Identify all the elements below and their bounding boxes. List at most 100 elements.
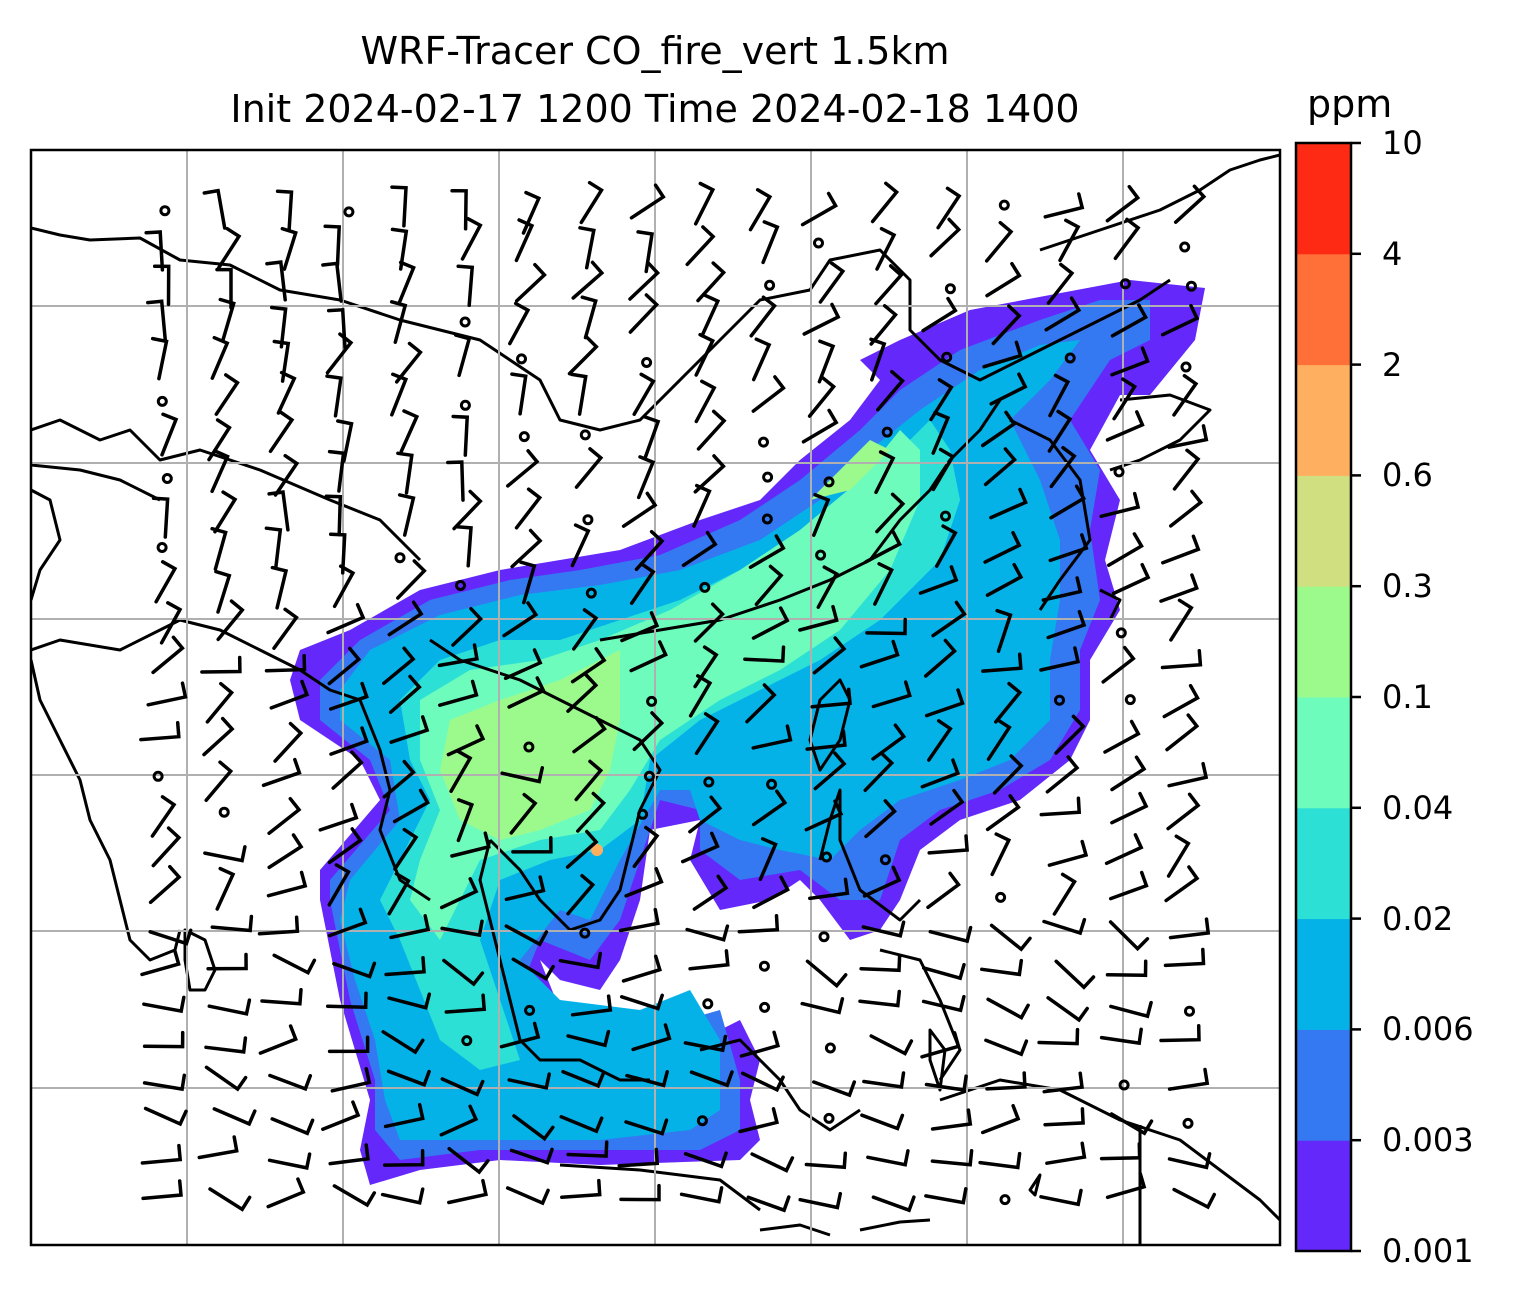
wind-barb: [1048, 373, 1071, 418]
wind-barb: [1103, 719, 1141, 754]
wind-barb: [863, 751, 895, 793]
wind-barb: [748, 534, 786, 569]
wind-barb: [326, 602, 366, 635]
wind-barb: [681, 530, 718, 568]
wind-barb: [382, 759, 416, 799]
wind-barb: [930, 1149, 974, 1167]
wind-barb: [1047, 409, 1073, 453]
wind-barb: [389, 914, 431, 940]
wind-barb: [507, 676, 546, 709]
wind-barb: [446, 460, 465, 502]
wind-barb: [918, 565, 959, 595]
colorbar-segment: [1296, 918, 1351, 1030]
wind-barb: [1099, 1142, 1142, 1161]
calm-wind-marker: [579, 927, 591, 939]
wind-barb: [321, 1100, 361, 1131]
wind-barb: [267, 796, 302, 835]
wind-barb: [619, 1183, 661, 1202]
wind-barb: [502, 601, 539, 638]
wind-barb: [643, 415, 661, 460]
wind-barb: [1160, 649, 1203, 670]
wind-barb: [632, 825, 660, 869]
wind-barb: [456, 798, 475, 843]
wind-barb: [1110, 303, 1148, 338]
colorbar-tick-label: 0.001: [1382, 1232, 1474, 1270]
wind-barb: [336, 419, 354, 463]
wind-barb: [978, 1151, 1022, 1170]
colorbar-tick-label: 0.006: [1382, 1010, 1474, 1049]
wind-barb: [1166, 834, 1191, 878]
wind-barb: [1159, 573, 1199, 603]
wind-barb: [566, 1029, 611, 1048]
wind-barb: [210, 449, 230, 494]
wind-barbs: [139, 180, 1217, 1213]
wind-barb: [864, 529, 902, 564]
wind-barb: [560, 1178, 602, 1199]
calm-wind-marker: [764, 279, 776, 291]
colorbar: [1294, 141, 1361, 1253]
wind-barb: [392, 788, 430, 824]
wind-barb: [570, 372, 588, 416]
calm-wind-marker: [815, 549, 827, 561]
calm-wind-marker: [702, 998, 714, 1010]
wind-barb: [871, 1195, 916, 1213]
calm-wind-marker: [1179, 241, 1191, 253]
wind-barb: [876, 369, 905, 412]
calm-wind-marker: [998, 199, 1010, 211]
wind-barb: [680, 831, 720, 864]
wind-barb: [208, 1187, 252, 1212]
wind-barb: [931, 447, 956, 492]
wind-barb: [1101, 645, 1136, 684]
calm-wind-marker: [759, 1001, 771, 1013]
wind-barb: [754, 564, 784, 607]
wind-barb: [388, 674, 422, 714]
wind-barb: [506, 449, 540, 488]
wind-barb: [146, 299, 167, 341]
wind-barb: [1041, 576, 1083, 602]
colorbar-tick-label: 2: [1382, 345, 1403, 384]
wind-barb: [1043, 192, 1085, 219]
wind-barb: [567, 335, 599, 376]
wind-barb: [1045, 755, 1080, 794]
wind-barb: [869, 337, 887, 382]
wind-barb: [1172, 1187, 1217, 1210]
calm-wind-marker: [1124, 694, 1136, 706]
wind-barb: [859, 639, 900, 669]
wind-barb: [1048, 533, 1089, 563]
wind-barb: [1110, 791, 1149, 825]
wind-barb: [450, 831, 491, 858]
wind-barb: [144, 230, 165, 272]
wind-barb: [215, 267, 233, 310]
wind-barb: [991, 304, 1022, 346]
wind-barb: [1049, 445, 1077, 489]
wind-barb: [985, 1071, 1027, 1091]
wind-barb: [927, 834, 969, 855]
wind-barb: [805, 729, 847, 751]
wind-barb: [266, 1177, 306, 1209]
calm-wind-marker: [821, 851, 832, 863]
wind-barb: [207, 418, 232, 462]
wind-barb: [576, 791, 607, 833]
wind-barb: [438, 679, 479, 707]
wind-barb: [383, 1102, 425, 1129]
wind-barb: [160, 412, 179, 457]
wind-barb: [455, 525, 473, 568]
wind-barb: [439, 877, 479, 910]
calm-wind-marker: [824, 1042, 836, 1054]
wind-barb: [399, 409, 420, 454]
wind-barb: [1058, 218, 1081, 263]
wind-barb: [628, 260, 661, 301]
calm-wind-marker: [1118, 1079, 1130, 1091]
calm-wind-marker: [643, 770, 655, 782]
calm-wind-marker: [516, 353, 527, 365]
calm-wind-marker: [455, 580, 466, 591]
wind-barb: [216, 226, 242, 271]
wind-barb: [1039, 1188, 1083, 1207]
calm-wind-marker: [823, 476, 835, 488]
wind-barb: [875, 492, 906, 534]
wind-barb: [861, 920, 906, 938]
wind-barb: [982, 340, 1023, 369]
wind-barb: [272, 339, 291, 383]
wind-barb: [738, 1107, 780, 1134]
wind-barb: [618, 907, 660, 933]
